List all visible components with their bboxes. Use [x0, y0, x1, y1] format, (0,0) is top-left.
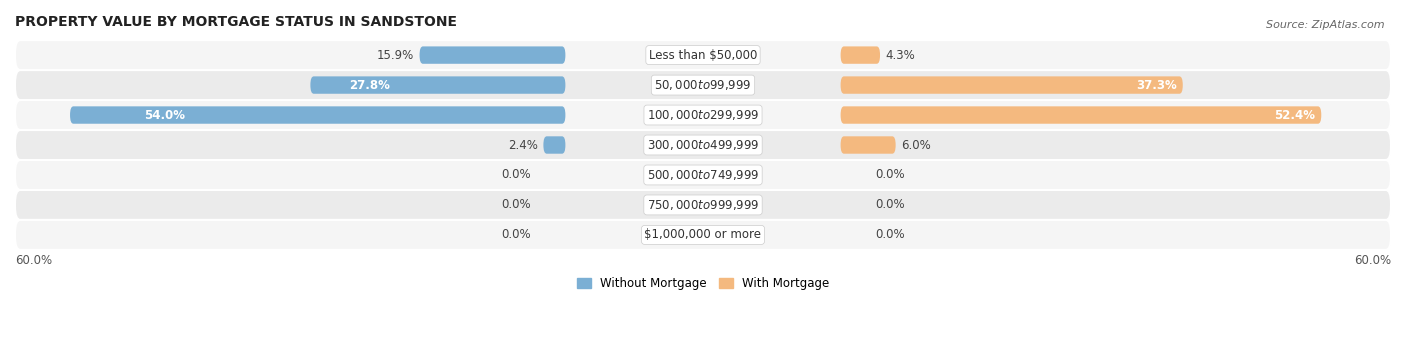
FancyBboxPatch shape: [543, 136, 565, 154]
FancyBboxPatch shape: [15, 130, 1391, 160]
FancyBboxPatch shape: [15, 220, 1391, 250]
FancyBboxPatch shape: [841, 106, 1322, 124]
Text: 37.3%: 37.3%: [1136, 79, 1177, 91]
FancyBboxPatch shape: [419, 46, 565, 64]
Text: 52.4%: 52.4%: [1275, 108, 1316, 121]
FancyBboxPatch shape: [15, 190, 1391, 220]
Text: Source: ZipAtlas.com: Source: ZipAtlas.com: [1267, 20, 1385, 30]
Text: Less than $50,000: Less than $50,000: [648, 49, 758, 62]
Text: 15.9%: 15.9%: [377, 49, 413, 62]
Text: PROPERTY VALUE BY MORTGAGE STATUS IN SANDSTONE: PROPERTY VALUE BY MORTGAGE STATUS IN SAN…: [15, 15, 457, 29]
FancyBboxPatch shape: [841, 76, 1182, 94]
Text: $500,000 to $749,999: $500,000 to $749,999: [647, 168, 759, 182]
Text: 0.0%: 0.0%: [875, 199, 904, 211]
FancyBboxPatch shape: [15, 40, 1391, 70]
Text: 0.0%: 0.0%: [502, 169, 531, 182]
Text: 0.0%: 0.0%: [502, 199, 531, 211]
FancyBboxPatch shape: [15, 100, 1391, 130]
Text: 0.0%: 0.0%: [875, 169, 904, 182]
FancyBboxPatch shape: [15, 160, 1391, 190]
Text: 60.0%: 60.0%: [1354, 254, 1391, 267]
Text: 4.3%: 4.3%: [886, 49, 915, 62]
Text: $100,000 to $299,999: $100,000 to $299,999: [647, 108, 759, 122]
Text: 2.4%: 2.4%: [508, 138, 537, 152]
Text: $1,000,000 or more: $1,000,000 or more: [644, 228, 762, 241]
Text: 27.8%: 27.8%: [349, 79, 389, 91]
Text: 0.0%: 0.0%: [875, 228, 904, 241]
Text: $50,000 to $99,999: $50,000 to $99,999: [654, 78, 752, 92]
FancyBboxPatch shape: [311, 76, 565, 94]
FancyBboxPatch shape: [15, 70, 1391, 100]
Text: $750,000 to $999,999: $750,000 to $999,999: [647, 198, 759, 212]
Text: 0.0%: 0.0%: [502, 228, 531, 241]
Text: 54.0%: 54.0%: [145, 108, 186, 121]
FancyBboxPatch shape: [841, 46, 880, 64]
FancyBboxPatch shape: [70, 106, 565, 124]
FancyBboxPatch shape: [841, 136, 896, 154]
Text: $300,000 to $499,999: $300,000 to $499,999: [647, 138, 759, 152]
Legend: Without Mortgage, With Mortgage: Without Mortgage, With Mortgage: [572, 272, 834, 294]
Text: 6.0%: 6.0%: [901, 138, 931, 152]
Text: 60.0%: 60.0%: [15, 254, 52, 267]
